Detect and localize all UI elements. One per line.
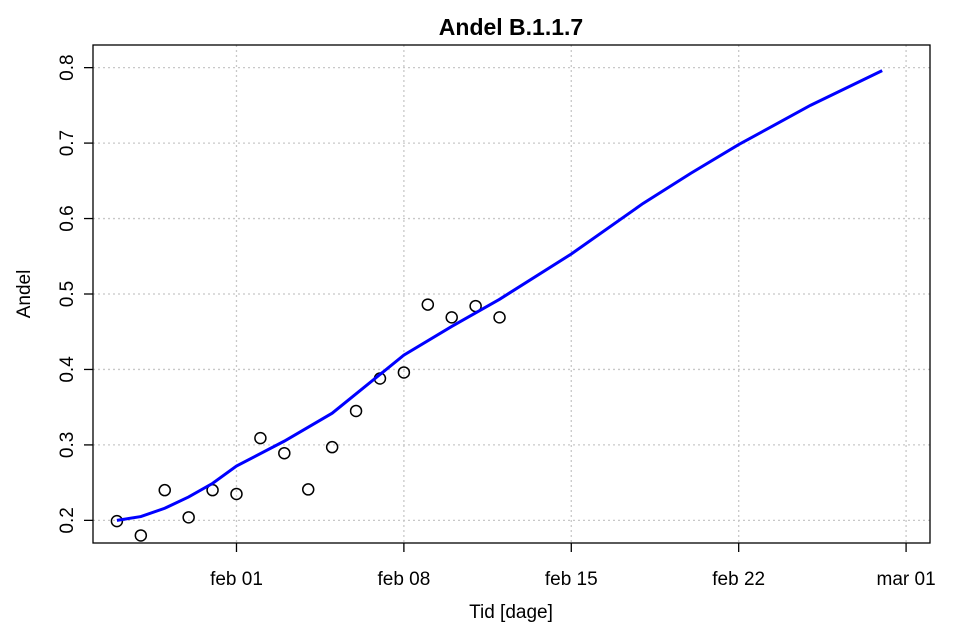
y-tick-label: 0.4 (57, 356, 78, 383)
x-tick-label: feb 22 (712, 569, 765, 590)
data-point (230, 487, 243, 501)
x-tick-label: mar 01 (877, 569, 936, 590)
data-point (397, 366, 411, 379)
y-tick-label: 0.3 (57, 432, 78, 458)
y-axis-label: Andel (14, 270, 35, 319)
y-tick-label: 0.7 (57, 130, 78, 156)
x-tick-label: feb 01 (210, 569, 263, 590)
data-point (158, 483, 171, 497)
y-tick-label: 0.2 (57, 507, 78, 533)
data-point (325, 440, 339, 454)
chart-title: Andel B.1.1.7 (439, 14, 583, 40)
y-tick-label: 0.5 (57, 281, 78, 307)
data-point (278, 446, 291, 460)
data-point (445, 311, 458, 324)
data-point (254, 431, 267, 445)
data-point (349, 404, 363, 418)
data-point (493, 311, 506, 324)
data-point (110, 514, 124, 528)
x-tick-label: feb 08 (377, 569, 430, 590)
data-point (182, 511, 195, 524)
data-point (301, 483, 315, 496)
data-point (421, 298, 435, 311)
data-point (134, 529, 148, 542)
y-tick-label: 0.8 (57, 54, 78, 80)
fit-line (116, 69, 883, 522)
x-axis-label: Tid [dage] (469, 602, 553, 623)
x-tick-label: feb 15 (545, 569, 598, 590)
y-tick-label: 0.6 (57, 205, 78, 231)
